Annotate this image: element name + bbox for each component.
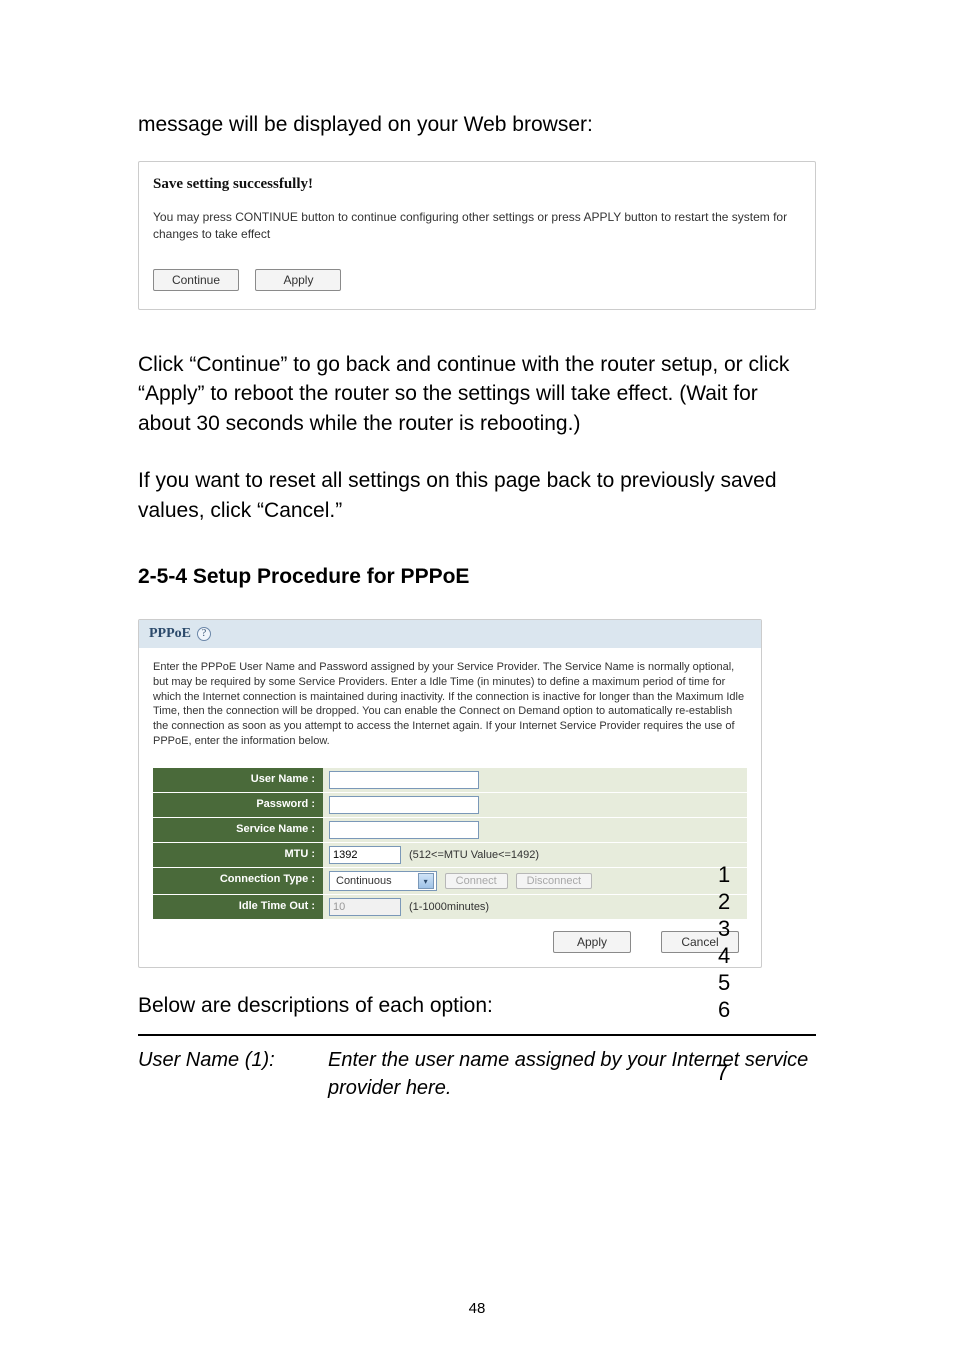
idle-input (329, 898, 401, 916)
save-text: You may press CONTINUE button to continu… (153, 209, 801, 243)
callout-4: 4 (718, 942, 730, 969)
callout-3: 3 (718, 915, 730, 942)
callout-1: 1 (718, 861, 730, 888)
form-actions: Apply Cancel (139, 919, 761, 953)
section-heading: 2-5-4 Setup Procedure for PPPoE (138, 565, 816, 589)
callout-2: 2 (718, 888, 730, 915)
paragraph-continue-apply: Click “Continue” to go back and continue… (138, 350, 816, 438)
intro-line: message will be displayed on your Web br… (138, 110, 816, 139)
definition-term: User Name (1): (138, 1046, 328, 1102)
apply-button[interactable]: Apply (255, 269, 341, 291)
servicename-input[interactable] (329, 821, 479, 839)
callout-7: 7 (716, 1060, 728, 1086)
conntype-value: Continuous (336, 875, 392, 887)
row-password: Password : (153, 792, 747, 817)
definition-text: Enter the user name assigned by your Int… (328, 1046, 816, 1102)
pppoe-header: PPPoE ? (139, 620, 761, 648)
row-servicename: Service Name : (153, 817, 747, 842)
pppoe-description: Enter the PPPoE User Name and Password a… (139, 648, 761, 767)
label-idle: Idle Time Out : (153, 895, 323, 919)
disconnect-button[interactable]: Disconnect (516, 873, 592, 889)
label-username: User Name : (153, 768, 323, 792)
label-conntype: Connection Type : (153, 868, 323, 894)
callout-6: 6 (718, 996, 730, 1023)
continue-button[interactable]: Continue (153, 269, 239, 291)
label-password: Password : (153, 793, 323, 817)
page-number: 48 (0, 1300, 954, 1317)
password-input[interactable] (329, 796, 479, 814)
save-title: Save setting successfully! (153, 176, 801, 193)
idle-hint: (1-1000minutes) (409, 901, 489, 913)
definition-row: User Name (1): Enter the user name assig… (138, 1046, 816, 1102)
mtu-input[interactable] (329, 846, 401, 864)
connect-button[interactable]: Connect (445, 873, 508, 889)
divider (138, 1034, 816, 1036)
row-idle: Idle Time Out : (1-1000minutes) (153, 894, 747, 919)
descriptions-intro: Below are descriptions of each option: (138, 994, 816, 1018)
row-mtu: MTU : (512<=MTU Value<=1492) (153, 842, 747, 867)
pppoe-title: PPPoE (149, 626, 191, 642)
username-input[interactable] (329, 771, 479, 789)
label-servicename: Service Name : (153, 818, 323, 842)
label-mtu: MTU : (153, 843, 323, 867)
callout-5: 5 (718, 969, 730, 996)
pppoe-apply-button[interactable]: Apply (553, 931, 631, 953)
pppoe-panel: PPPoE ? Enter the PPPoE User Name and Pa… (138, 619, 762, 968)
callout-numbers: 1 2 3 4 5 6 (718, 861, 730, 1023)
save-setting-panel: Save setting successfully! You may press… (138, 161, 816, 310)
mtu-hint: (512<=MTU Value<=1492) (409, 849, 539, 861)
conntype-select[interactable]: Continuous ▾ (329, 871, 437, 891)
row-conntype: Connection Type : Continuous ▾ Connect D… (153, 867, 747, 894)
paragraph-cancel: If you want to reset all settings on thi… (138, 466, 816, 525)
help-icon[interactable]: ? (197, 627, 211, 641)
chevron-down-icon: ▾ (418, 873, 434, 889)
row-username: User Name : (153, 767, 747, 792)
